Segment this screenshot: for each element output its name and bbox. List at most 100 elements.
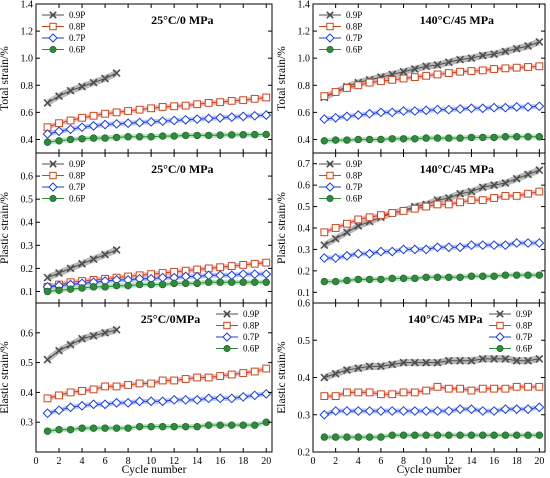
data-point-0.6P [135,280,144,289]
data-point-0.9P [365,362,374,371]
data-point-0.6P [147,280,155,289]
legend-marker-0.9P [326,11,334,19]
data-point-0.8P [399,74,408,83]
y-tick-label: 0.4 [298,135,311,146]
data-point-0.7P [157,396,168,407]
legend-marker-0.6P [326,195,334,203]
data-point-0.8P [433,200,442,209]
data-point-0.8P [343,84,351,92]
data-point-0.6P [445,134,453,142]
data-point-0.9P [467,187,476,196]
data-point-0.7P [203,270,214,281]
data-point-0.6P [422,431,430,439]
data-point-0.8P [89,111,98,120]
data-point-0.8P [501,384,510,393]
data-point-0.7P [215,270,226,281]
data-point-0.6P [216,278,224,286]
data-point-0.9P [66,264,75,273]
data-point-0.9P [490,354,499,363]
data-point-0.8P [262,93,271,102]
data-point-0.9P [478,354,487,363]
data-point-0.7P [249,269,260,280]
legend-entry: 0.7P [243,332,259,342]
data-point-0.6P [343,433,351,441]
data-point-0.6P [343,136,351,144]
data-point-0.8P [388,75,397,84]
data-point-0.8P [422,202,431,211]
data-point-0.9P [535,37,544,46]
data-point-0.6P [216,421,224,429]
x-tick-label: 18 [512,456,522,467]
data-point-0.9P [490,181,499,190]
data-point-0.7P [42,129,53,139]
chart-panel-5: 0.3 0.4 0.5 0.6 0 2 4 6 8 10 12 14 16 18 20 25°C/0MPa El… [0,302,273,467]
data-point-0.8P [388,390,397,399]
y-tick-label: 0.6 [298,299,311,310]
data-point-0.7P [443,406,454,416]
legend: 0.9P 0.8P0.7P 0.6P [319,10,362,55]
legend-marker-0.6P [49,45,57,53]
data-point-0.7P [466,240,477,251]
data-point-0.6P [78,135,86,143]
legend-marker-0.7P [325,33,335,43]
data-point-0.7P [319,114,330,125]
data-point-0.8P [331,392,340,401]
data-point-0.8P [410,388,419,397]
data-point-0.6P [262,278,270,286]
data-point-0.6P [158,132,167,140]
data-point-0.6P [135,422,144,431]
legend-marker-0.9P [49,160,57,168]
data-point-0.9P [55,92,63,101]
data-point-0.7P [77,400,87,411]
data-point-0.8P [181,101,190,110]
data-point-0.8P [490,384,498,393]
x-tick-label: 6 [378,456,383,467]
x-tick-label: 14 [192,456,202,467]
legend: 0.9P 0.8P0.7P 0.6P [319,159,362,204]
data-point-0.6P [422,134,430,142]
data-point-0.8P [43,394,52,403]
data-point-0.7P [169,115,180,126]
data-point-0.6P [445,431,453,439]
data-point-0.8P [239,96,248,105]
data-point-0.6P [479,272,487,280]
data-point-0.6P [101,134,109,142]
data-point-0.6P [535,271,544,279]
legend: 0.9P 0.8P0.7P 0.6P [42,10,85,55]
y-tick-label: 0.3 [21,418,34,429]
data-point-0.6P [467,133,476,142]
data-point-0.6P [66,135,75,144]
x-tick-label: 8 [126,456,131,467]
y-tick-label: 0.5 [21,358,34,369]
data-point-0.8P [343,388,351,397]
data-point-0.7P [226,112,237,123]
legend: 0.9P 0.8P0.7P 0.6P [42,159,85,204]
data-point-0.6P [456,134,464,142]
data-point-0.8P [147,379,156,388]
data-point-0.6P [331,277,340,286]
legend-entry: 0.9P [69,10,85,20]
data-point-0.8P [365,213,374,222]
chart-panel-4: 0.1 0.2 0.3 0.4 0.5 0.6 0.7 140°C/45 MPa Plastic… [276,152,546,304]
data-point-0.8P [158,376,167,385]
data-point-0.9P [422,62,431,71]
data-point-0.6P [365,135,374,144]
data-point-0.6P [365,433,374,441]
data-point-0.7P [511,238,522,248]
y-tick-label: 0.8 [21,81,34,92]
data-point-0.8P [320,92,329,101]
data-point-0.9P [512,174,521,183]
data-point-0.7P [54,126,64,137]
data-point-0.8P [320,392,329,401]
data-point-0.6P [445,273,453,281]
y-tick-label: 0.4 [298,224,311,235]
y-axis-label: Total strain/% [276,46,288,111]
data-point-0.8P [467,67,476,75]
data-point-0.8P [388,209,397,217]
data-point-0.8P [181,375,190,383]
data-point-0.6P [216,131,224,139]
data-point-0.8P [135,379,144,388]
data-point-0.6P [535,431,544,439]
data-point-0.6P [411,431,419,439]
data-point-0.6P [239,278,247,286]
